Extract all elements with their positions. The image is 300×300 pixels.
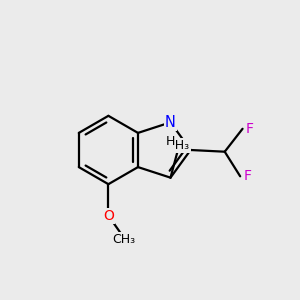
- Text: CH₃: CH₃: [167, 139, 190, 152]
- Text: N: N: [165, 115, 176, 130]
- Text: CH₃: CH₃: [113, 233, 136, 246]
- Text: O: O: [103, 208, 114, 223]
- Text: F: F: [246, 122, 254, 136]
- Text: CH₃: CH₃: [112, 233, 135, 246]
- Text: F: F: [244, 169, 252, 183]
- Text: H: H: [166, 135, 175, 148]
